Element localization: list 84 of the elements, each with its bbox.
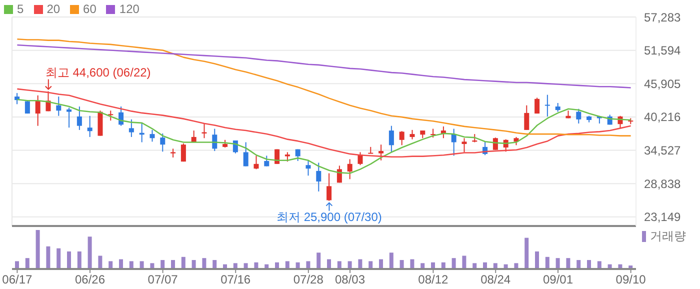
- candlestick: [66, 107, 72, 128]
- candlestick: [108, 110, 114, 122]
- x-tick-label: 08/03: [334, 272, 366, 287]
- candlestick: [368, 146, 374, 154]
- candlestick: [524, 104, 530, 130]
- y-tick-label: 45,905: [644, 76, 682, 91]
- candlestick: [492, 137, 498, 150]
- bar: [36, 230, 40, 269]
- y-tick-label: 57,283: [644, 10, 682, 24]
- candlestick: [180, 142, 186, 162]
- x-tick-label: 09/01: [542, 272, 574, 287]
- legend-label: 20: [46, 2, 60, 16]
- legend-label: 거래량: [650, 228, 686, 245]
- x-tick-label: 06/17: [2, 272, 33, 287]
- bar: [67, 251, 71, 269]
- bar: [524, 238, 529, 269]
- candlestick: [87, 115, 92, 138]
- bar: [98, 256, 102, 269]
- bar: [368, 261, 373, 269]
- candlestick: [378, 144, 384, 161]
- bar: [181, 256, 186, 269]
- candlestick: [347, 158, 352, 180]
- bar: [337, 261, 342, 269]
- y-tick-label: 23,149: [644, 210, 682, 224]
- candlestick: [264, 155, 270, 167]
- y-tick-label: 40,216: [644, 110, 682, 124]
- x-tick-label: 07/16: [220, 272, 251, 287]
- legend-label: 60: [83, 2, 96, 16]
- x-tick-label: 07/28: [293, 272, 324, 287]
- bar: [140, 261, 144, 269]
- x-tick-label: 08/24: [480, 272, 511, 287]
- bar: [56, 248, 61, 269]
- y-tick-label: 51,594: [644, 44, 682, 58]
- candlestick: [128, 118, 134, 138]
- bar: [556, 258, 560, 269]
- bar: [566, 258, 570, 269]
- x-tick-label: 09/10: [616, 272, 646, 287]
- candlestick: [534, 97, 540, 114]
- legend-label: 5: [17, 2, 24, 16]
- candlestick: [544, 94, 550, 117]
- candlestick: [399, 130, 404, 146]
- candlestick: [306, 160, 311, 176]
- y-tick-label: 34,527: [644, 144, 682, 158]
- bar: [389, 252, 394, 269]
- annotation: 최고 44,600 (06/22): [45, 65, 151, 80]
- candlestick: [35, 94, 40, 126]
- candlestick: [326, 172, 332, 202]
- bar: [306, 261, 310, 269]
- bar: [129, 261, 134, 269]
- bar: [25, 258, 30, 269]
- bar: [597, 261, 602, 269]
- bar: [545, 256, 550, 269]
- annotation: 최저 25,900 (07/30): [276, 210, 382, 224]
- candlestick: [243, 142, 248, 167]
- bar: [108, 261, 113, 269]
- candlestick: [410, 129, 415, 140]
- bar: [285, 261, 290, 269]
- candlestick: [56, 96, 62, 116]
- candlestick: [576, 108, 582, 124]
- candlestick: [76, 106, 82, 130]
- candlestick: [150, 129, 155, 142]
- candlestick: [160, 132, 166, 152]
- y-tick-label: 28,838: [644, 176, 682, 191]
- bar: [77, 251, 82, 269]
- candlestick: [462, 138, 467, 153]
- legend-label: 120: [119, 2, 140, 16]
- candlestick: [284, 152, 290, 162]
- x-tick-label: 07/07: [148, 272, 178, 287]
- bar: [348, 261, 352, 269]
- bar: [46, 246, 50, 269]
- line-series: [16, 44, 632, 88]
- bar: [88, 236, 92, 269]
- x-tick-label: 08/12: [418, 272, 449, 287]
- bar: [316, 252, 321, 269]
- candlestick: [316, 162, 322, 192]
- x-tick-label: 06/26: [74, 272, 106, 287]
- line-series: [16, 38, 632, 136]
- bar: [535, 251, 539, 269]
- candlestick: [388, 125, 394, 153]
- bar: [202, 258, 206, 269]
- bar: [462, 256, 466, 269]
- candlestick: [254, 155, 259, 170]
- bar: [15, 261, 19, 269]
- bar: [452, 258, 456, 269]
